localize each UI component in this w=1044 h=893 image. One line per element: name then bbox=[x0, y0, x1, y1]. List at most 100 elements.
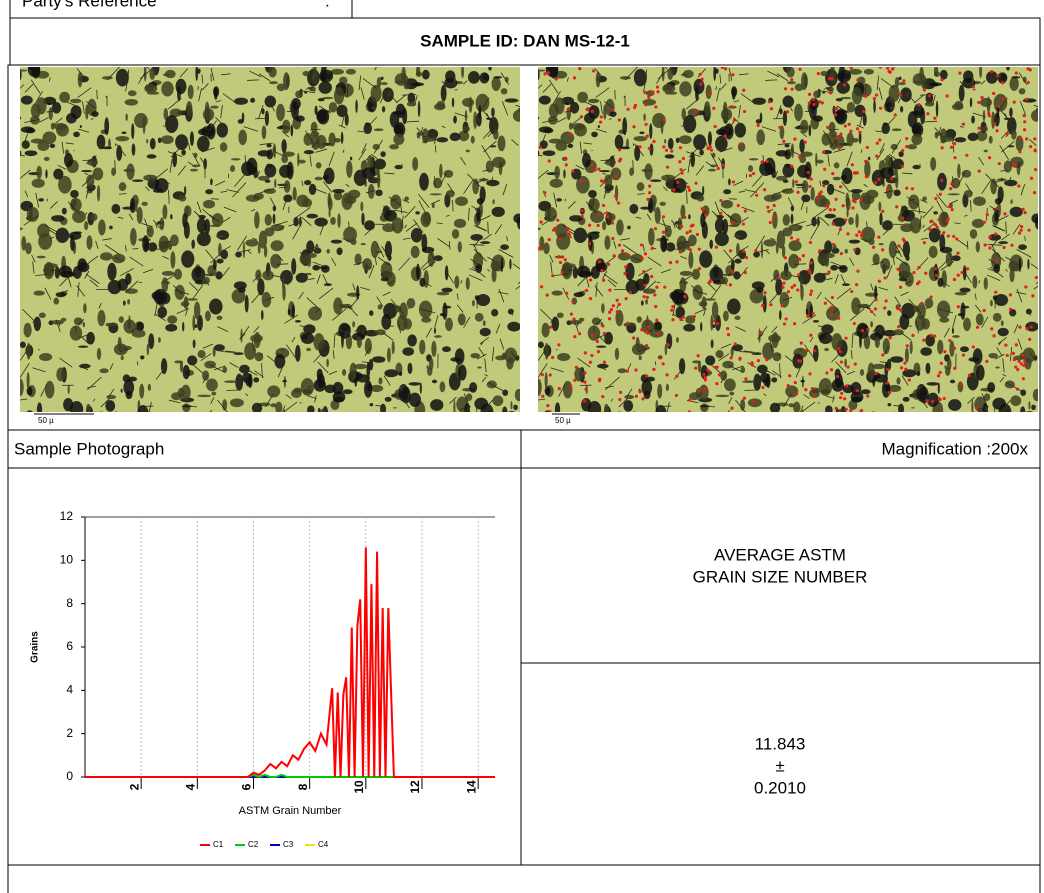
grain-boundary bbox=[295, 345, 301, 362]
intercept-dot bbox=[1016, 388, 1019, 391]
grain-boundary bbox=[733, 271, 740, 279]
intercept-dot bbox=[846, 232, 849, 235]
grain-boundary bbox=[676, 138, 680, 144]
intercept-dot bbox=[824, 302, 827, 305]
grain-boundary bbox=[139, 384, 144, 399]
intercept-dot bbox=[874, 307, 877, 310]
intercept-dot bbox=[712, 319, 715, 322]
intercept-dot bbox=[1027, 81, 1030, 84]
grain-boundary bbox=[430, 399, 443, 411]
intercept-dot bbox=[558, 387, 561, 390]
intercept-dot bbox=[827, 270, 830, 273]
intercept-dot bbox=[933, 117, 936, 120]
grain-boundary bbox=[708, 131, 712, 146]
grain-boundary bbox=[68, 385, 70, 394]
grain-boundary bbox=[197, 395, 211, 398]
grain-boundary bbox=[146, 139, 148, 143]
intercept-dot bbox=[682, 157, 685, 160]
grain-boundary bbox=[545, 343, 549, 360]
intercept-dot bbox=[826, 205, 829, 208]
intercept-dot bbox=[564, 157, 567, 160]
intercept-dot bbox=[549, 325, 552, 328]
grain-boundary bbox=[694, 79, 705, 94]
grain-boundary bbox=[539, 96, 551, 105]
intercept-dot bbox=[766, 206, 769, 209]
intercept-dot bbox=[983, 309, 986, 312]
intercept-dot bbox=[840, 252, 843, 255]
intercept-dot bbox=[1002, 98, 1005, 101]
grain-boundary bbox=[165, 281, 169, 284]
grain-boundary bbox=[772, 211, 777, 228]
intercept-dot bbox=[778, 126, 781, 129]
grain-boundary bbox=[829, 122, 836, 133]
party-reference-label: Party's Reference bbox=[22, 0, 157, 10]
grain-boundary bbox=[421, 317, 431, 323]
intercept-dot bbox=[675, 394, 678, 397]
intercept-dot bbox=[856, 127, 859, 130]
grain-boundary bbox=[37, 256, 46, 259]
grain-boundary bbox=[783, 95, 794, 107]
grain-boundary bbox=[917, 371, 920, 376]
grain-boundary bbox=[442, 346, 451, 352]
grain-boundary bbox=[500, 244, 509, 250]
intercept-dot bbox=[860, 232, 863, 235]
intercept-dot bbox=[719, 199, 722, 202]
grain-boundary bbox=[132, 179, 143, 182]
grain-boundary bbox=[912, 165, 920, 169]
grain-boundary bbox=[179, 195, 187, 201]
intercept-dot bbox=[647, 96, 650, 99]
grain-boundary bbox=[729, 392, 734, 396]
grain-boundary bbox=[844, 249, 847, 254]
grain-boundary bbox=[461, 64, 464, 78]
grain-boundary bbox=[676, 337, 679, 343]
grain-boundary bbox=[315, 177, 323, 181]
grain-boundary bbox=[115, 136, 129, 141]
intercept-dot bbox=[835, 198, 838, 201]
intercept-dot bbox=[995, 129, 998, 132]
intercept-dot bbox=[714, 125, 717, 128]
intercept-dot bbox=[717, 167, 720, 170]
intercept-dot bbox=[877, 236, 880, 239]
intercept-dot bbox=[896, 307, 899, 310]
grain-boundary bbox=[452, 229, 459, 239]
intercept-dot bbox=[817, 72, 820, 75]
intercept-dot bbox=[540, 285, 543, 288]
grain-boundary bbox=[837, 81, 850, 93]
intercept-dot bbox=[796, 238, 799, 241]
grain-boundary bbox=[107, 263, 116, 281]
grain-boundary bbox=[649, 123, 652, 139]
grain-boundary bbox=[933, 82, 939, 86]
intercept-dot bbox=[688, 398, 691, 401]
grain-boundary bbox=[950, 380, 955, 384]
grain-boundary bbox=[590, 210, 604, 222]
legend-label: C1 bbox=[213, 840, 224, 849]
grain-boundary bbox=[282, 120, 290, 134]
legend-label: C3 bbox=[283, 840, 294, 849]
grain-boundary bbox=[1010, 395, 1021, 406]
grain-boundary bbox=[111, 204, 120, 214]
grain-boundary bbox=[760, 112, 763, 122]
intercept-dot bbox=[888, 391, 891, 394]
x-tick-label: 14 bbox=[464, 780, 478, 794]
intercept-dot bbox=[719, 212, 722, 215]
intercept-dot bbox=[571, 300, 574, 303]
grain-boundary bbox=[892, 128, 902, 131]
grain-boundary bbox=[469, 382, 477, 393]
grain-boundary bbox=[97, 310, 105, 326]
grain-boundary bbox=[868, 157, 870, 161]
scale-strip bbox=[20, 412, 520, 429]
grain-boundary bbox=[700, 403, 708, 412]
grain-boundary bbox=[158, 138, 162, 144]
intercept-dot bbox=[573, 76, 576, 79]
intercept-dot bbox=[960, 271, 963, 274]
grain-boundary bbox=[53, 298, 59, 305]
intercept-dot bbox=[782, 140, 785, 143]
grain-boundary bbox=[401, 67, 406, 83]
grain-boundary bbox=[899, 262, 911, 278]
intercept-dot bbox=[984, 243, 987, 246]
grain-boundary bbox=[212, 213, 223, 227]
intercept-dot bbox=[567, 108, 570, 111]
grain-boundary bbox=[190, 169, 198, 172]
grain-boundary bbox=[601, 303, 604, 313]
intercept-dot bbox=[583, 381, 586, 384]
